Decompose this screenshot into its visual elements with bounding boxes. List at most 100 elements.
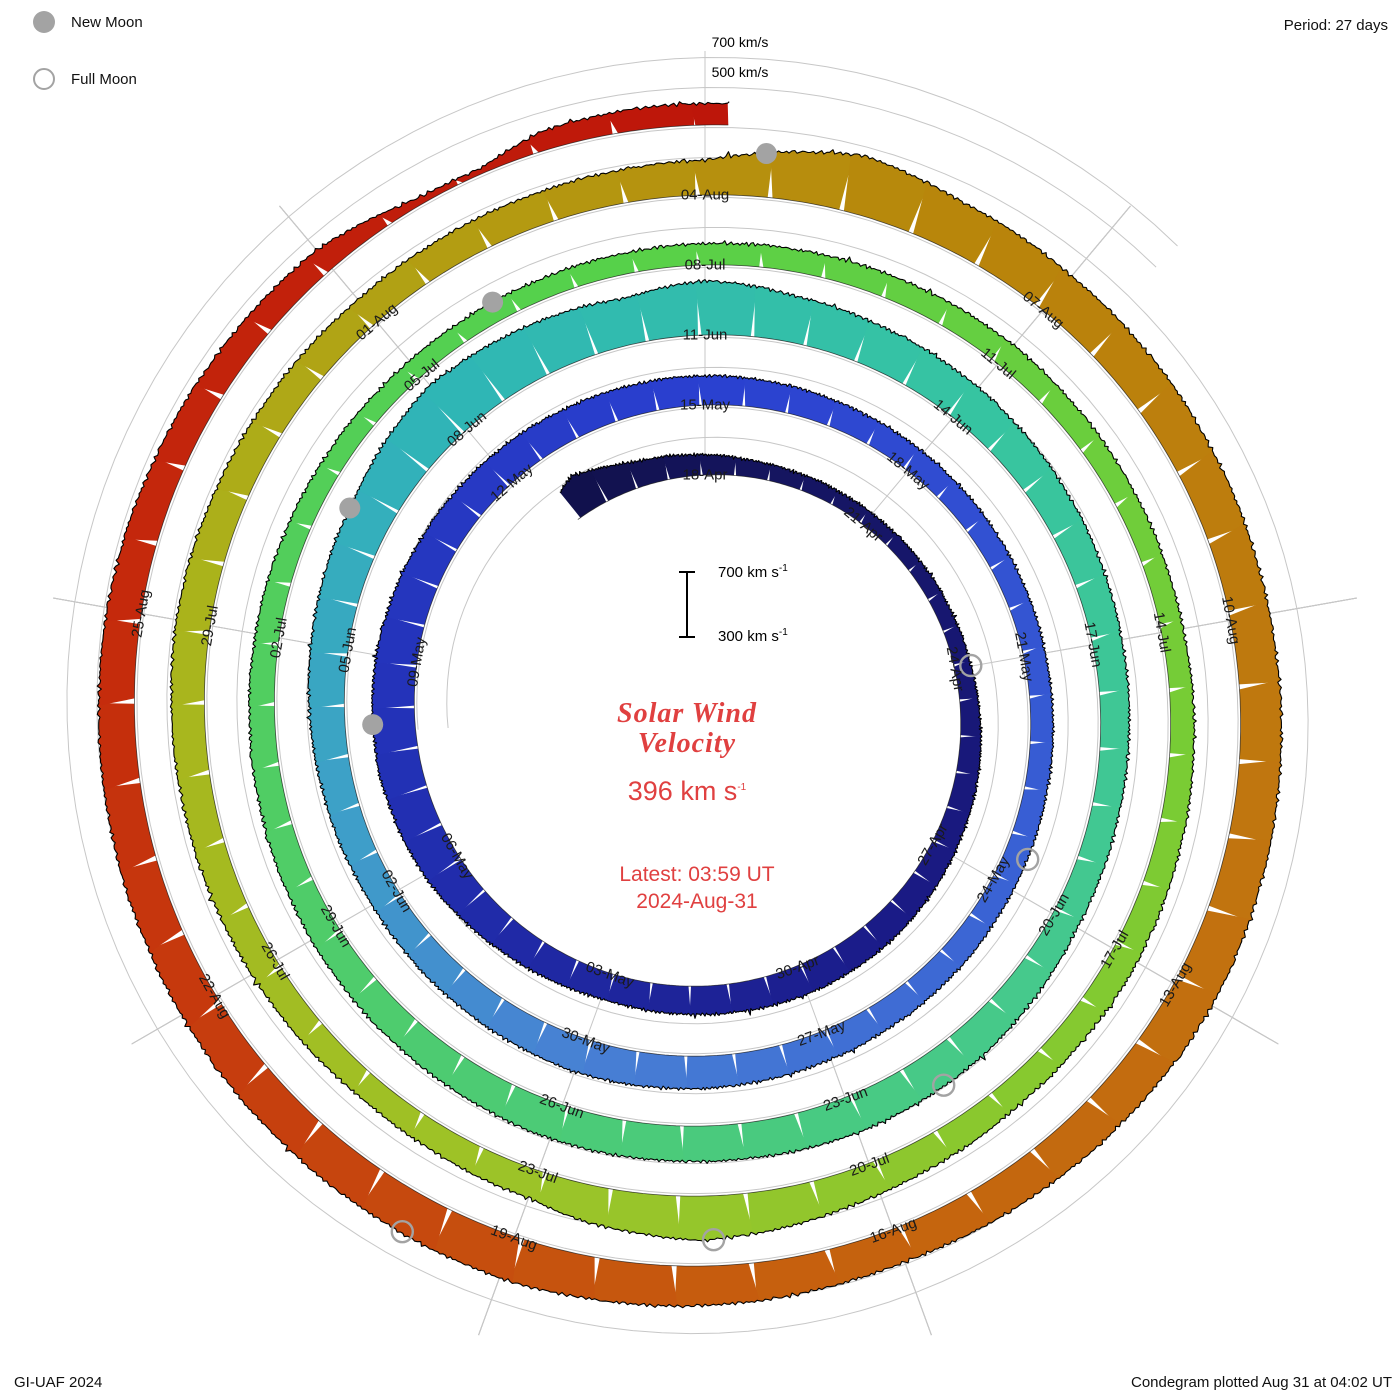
velocity-band bbox=[236, 1067, 319, 1156]
velocity-band bbox=[697, 374, 746, 406]
velocity-band bbox=[315, 932, 375, 1002]
velocity-band bbox=[690, 102, 729, 126]
velocity-band bbox=[843, 153, 930, 232]
velocity-band bbox=[619, 1120, 685, 1163]
velocity-band bbox=[1082, 944, 1143, 1014]
velocity-band bbox=[943, 623, 970, 665]
velocity-band bbox=[647, 983, 691, 1017]
velocity-band bbox=[1099, 688, 1131, 750]
velocity-band bbox=[735, 1045, 792, 1087]
velocity-band bbox=[521, 408, 577, 459]
velocity-band bbox=[377, 179, 458, 223]
velocity-band bbox=[216, 419, 280, 496]
full-moon-icon bbox=[33, 68, 55, 90]
velocity-band bbox=[694, 240, 762, 267]
chart-title: Solar Wind Velocity bbox=[487, 699, 887, 759]
velocity-band bbox=[423, 354, 503, 432]
current-velocity-text: 396 km s bbox=[627, 776, 738, 806]
velocity-band bbox=[678, 1193, 754, 1242]
velocity-band bbox=[994, 338, 1057, 401]
velocity-band bbox=[295, 305, 370, 377]
date-tick-label: 14-Jul bbox=[1150, 611, 1174, 654]
velocity-band bbox=[471, 190, 554, 247]
full-moon-marker bbox=[932, 1073, 956, 1097]
gridline-700 bbox=[66, 56, 1309, 1335]
grid-label-500: 500 km/s bbox=[711, 64, 769, 80]
date-tick-label: 15-May bbox=[680, 396, 731, 413]
velocity-band bbox=[826, 1009, 884, 1057]
velocity-band bbox=[253, 968, 320, 1043]
velocity-band bbox=[1041, 383, 1100, 450]
legend-full-moon-label: Full Moon bbox=[71, 70, 137, 88]
velocity-band bbox=[376, 895, 429, 957]
velocity-band bbox=[385, 571, 438, 625]
velocity-band bbox=[1010, 598, 1046, 651]
velocity-band bbox=[813, 1161, 892, 1218]
velocity-band bbox=[251, 359, 321, 434]
velocity-band bbox=[1178, 910, 1253, 996]
velocity-band bbox=[265, 824, 312, 893]
velocity-band bbox=[1239, 679, 1283, 763]
velocity-band bbox=[770, 149, 855, 210]
velocity-band bbox=[557, 1107, 623, 1157]
velocity-band bbox=[306, 214, 388, 273]
legend-full-moon: Full Moon bbox=[33, 68, 137, 90]
velocity-band bbox=[1054, 517, 1106, 585]
velocity-band bbox=[578, 293, 646, 354]
velocity-band bbox=[562, 391, 616, 438]
velocity-band bbox=[857, 320, 924, 384]
velocity-band bbox=[852, 1071, 923, 1130]
velocity-band bbox=[1093, 321, 1173, 410]
velocity-band bbox=[1229, 760, 1282, 843]
velocity-band bbox=[905, 346, 972, 414]
date-tick-label: 04-Aug bbox=[681, 186, 729, 203]
velocity-band bbox=[753, 1250, 841, 1302]
velocity-band bbox=[407, 935, 464, 995]
velocity-band bbox=[650, 374, 700, 411]
velocity-band bbox=[581, 1040, 637, 1086]
velocity-band bbox=[829, 400, 880, 444]
velocity-band bbox=[605, 1189, 681, 1240]
velocity-band bbox=[443, 970, 502, 1028]
velocity-band bbox=[950, 380, 1015, 449]
chart-title-line2: Velocity bbox=[637, 728, 737, 759]
velocity-band bbox=[194, 842, 247, 922]
velocity-band bbox=[427, 859, 484, 916]
velocity-band bbox=[929, 590, 959, 631]
velocity-band bbox=[990, 422, 1052, 490]
velocity-band bbox=[189, 486, 247, 562]
velocity-band bbox=[902, 1039, 973, 1102]
velocity-band bbox=[616, 159, 696, 203]
velocity-band bbox=[352, 979, 416, 1047]
current-velocity-value: 396 km s-1 bbox=[487, 776, 887, 807]
scale-bar-stem bbox=[686, 571, 689, 638]
velocity-band bbox=[184, 1004, 265, 1095]
velocity-band bbox=[991, 554, 1031, 608]
velocity-band bbox=[526, 112, 613, 153]
velocity-band bbox=[372, 615, 424, 665]
velocity-band bbox=[902, 1194, 992, 1258]
velocity-band bbox=[769, 463, 805, 490]
chart-title-line1: Solar Wind bbox=[617, 698, 757, 729]
velocity-band bbox=[905, 446, 955, 497]
velocity-band bbox=[1025, 467, 1083, 536]
velocity-band bbox=[306, 650, 348, 709]
velocity-band bbox=[349, 258, 426, 326]
velocity-band bbox=[787, 384, 837, 426]
new-moon-icon bbox=[33, 11, 55, 33]
full-moon-marker bbox=[959, 653, 983, 678]
scale-bar-top-label: 700 km s-1 bbox=[718, 563, 788, 581]
velocity-band bbox=[942, 301, 1007, 359]
velocity-band bbox=[154, 383, 221, 466]
velocity-band bbox=[317, 541, 374, 604]
scale-bar-bottom-sup: -1 bbox=[778, 627, 788, 638]
velocity-band bbox=[177, 774, 224, 853]
latest-timestamp: Latest: 03:59 UT 2024-Aug-31 bbox=[487, 861, 907, 915]
velocity-band bbox=[759, 243, 827, 278]
date-tick-label: 29-Jul bbox=[198, 604, 222, 647]
plotted-timestamp-label: Condegram plotted Aug 31 at 04:02 UT bbox=[1130, 1374, 1392, 1391]
velocity-band bbox=[559, 469, 607, 518]
velocity-band bbox=[590, 461, 637, 501]
velocity-band bbox=[371, 707, 418, 756]
